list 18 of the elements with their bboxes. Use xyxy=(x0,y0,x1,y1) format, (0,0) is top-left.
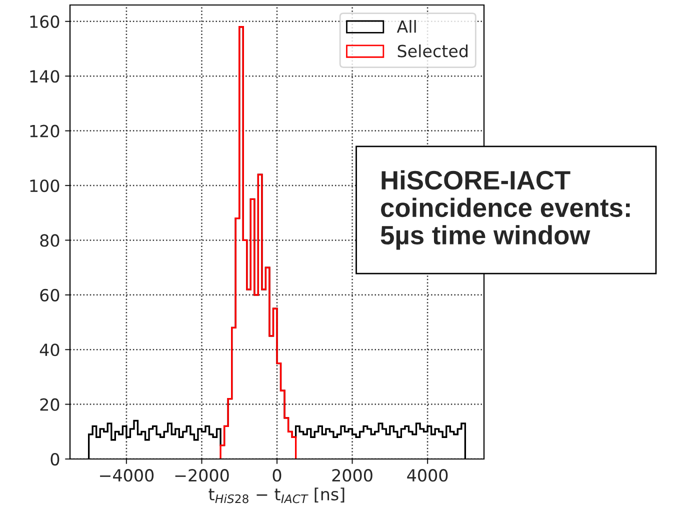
y-tick-label: 0 xyxy=(50,452,60,466)
y-tick-label: 20 xyxy=(40,398,60,411)
y-tick-label: 80 xyxy=(40,234,60,247)
y-tick-label: 140 xyxy=(30,70,60,83)
x-tick-label: 4000 xyxy=(407,469,448,482)
annotation: HiSCORE-IACT coincidence events: 5µs time window xyxy=(380,170,630,250)
y-tick-label: 120 xyxy=(30,124,60,138)
x-tick-label: −2000 xyxy=(175,469,229,482)
x-tick-label: 0 xyxy=(272,469,282,482)
legend-label: All xyxy=(396,20,416,33)
legend-label: Selected xyxy=(398,44,468,58)
x-axis-title: t$_{HiS28}$ − t$_{IACT}$ [ns] xyxy=(208,488,344,504)
y-tick-label: 60 xyxy=(40,288,60,302)
x-tick-label: 2000 xyxy=(332,469,372,482)
x-tick-label: −4000 xyxy=(100,469,154,482)
y-tick-label: 40 xyxy=(40,344,60,356)
y-tick-label: 100 xyxy=(30,179,60,192)
y-tick-label: 160 xyxy=(30,15,60,28)
